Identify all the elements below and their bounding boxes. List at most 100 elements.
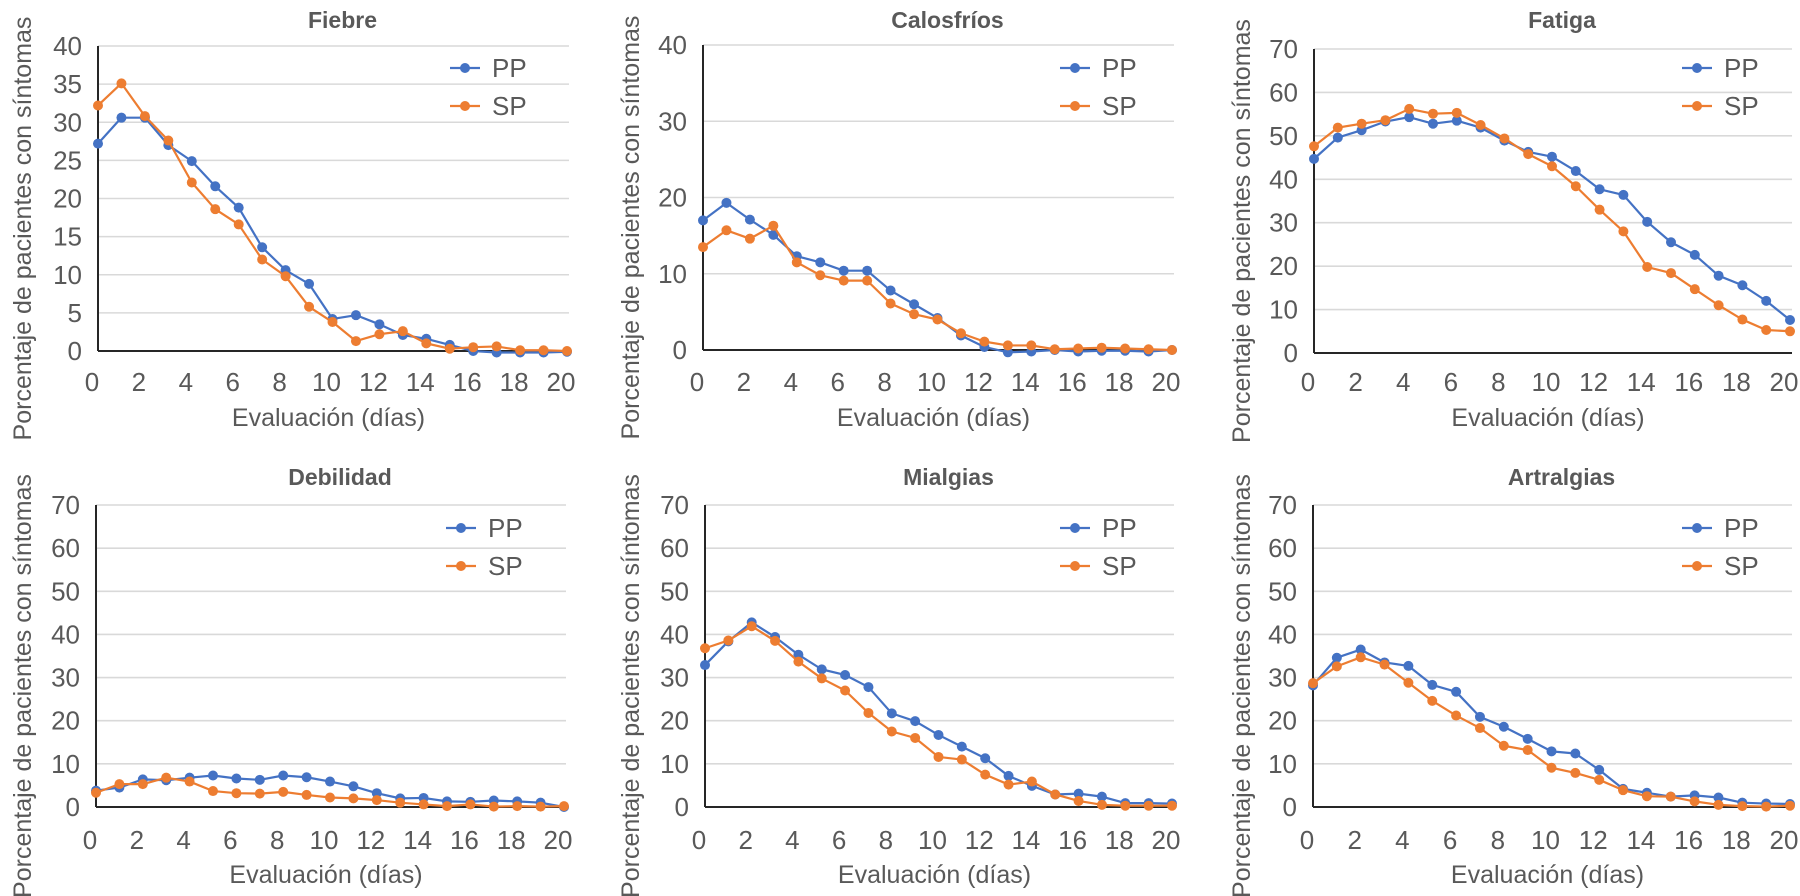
x-tick-label: 6 [1444, 367, 1458, 397]
data-point [1309, 141, 1319, 152]
series-line [702, 224, 1173, 352]
legend-item-pp: PP [450, 53, 527, 83]
data-point [1474, 711, 1485, 722]
y-tick-label: 40 [1268, 619, 1297, 649]
data-point [744, 214, 755, 225]
y-tick-label: 20 [658, 183, 687, 213]
series-sp [91, 772, 569, 812]
y-tick-label: 5 [68, 298, 82, 328]
data-point [442, 801, 452, 812]
y-tick-label: 60 [1269, 77, 1298, 107]
x-tick-label: 4 [176, 825, 190, 855]
legend-label: PP [1102, 513, 1137, 543]
legend-marker [1692, 523, 1702, 533]
legend-item-sp: SP [1060, 551, 1137, 581]
data-point [862, 275, 873, 286]
x-tick-label: 14 [403, 825, 432, 855]
data-point [1618, 189, 1629, 200]
data-point [1451, 686, 1462, 697]
y-tick-label: 50 [660, 576, 689, 606]
data-point [254, 788, 265, 799]
data-point [744, 233, 755, 244]
x-tick-label: 10 [310, 825, 339, 855]
legend-marker [1692, 561, 1702, 571]
y-tick-label: 10 [1269, 295, 1298, 325]
x-tick-label: 0 [1300, 825, 1314, 855]
data-point [1073, 343, 1084, 354]
x-tick-label: 16 [1674, 825, 1703, 855]
x-axis-label: Evaluación (días) [837, 404, 1030, 432]
data-point [933, 729, 944, 740]
data-point [1143, 800, 1154, 811]
data-point [1120, 343, 1131, 354]
data-point [186, 156, 197, 167]
data-point [1002, 347, 1013, 358]
data-point [327, 317, 338, 328]
data-point [979, 336, 990, 347]
data-point [721, 225, 732, 236]
y-tick-label: 70 [660, 490, 689, 520]
data-point [886, 726, 897, 737]
data-point [1570, 767, 1581, 778]
y-tick-label: 20 [1269, 251, 1298, 281]
data-point [278, 786, 289, 797]
legend-label: SP [492, 91, 527, 121]
x-tick-label: 12 [359, 367, 388, 397]
data-point [700, 660, 710, 671]
x-tick-label: 18 [1722, 825, 1751, 855]
x-tick-label: 2 [130, 825, 144, 855]
data-point [698, 215, 708, 226]
data-point [1120, 800, 1131, 811]
x-tick-label: 18 [1105, 825, 1134, 855]
legend-item-pp: PP [1682, 513, 1759, 543]
chart-title: Mialgias [903, 464, 994, 490]
legend-marker [460, 63, 470, 73]
data-point [1026, 776, 1037, 787]
data-point [1073, 795, 1084, 806]
data-point [1713, 799, 1724, 810]
data-point [793, 649, 804, 660]
data-point [1003, 770, 1014, 781]
x-tick-label: 14 [1626, 825, 1655, 855]
legend-item-pp: PP [1060, 53, 1137, 83]
chart-fatiga: 0 10 20 30 40 50 60 70 0 2 4 6 8 10 12 14 16 18 20 Fatiga Ev… [1228, 7, 1798, 443]
data-point [304, 301, 315, 312]
x-tick-label: 4 [179, 367, 193, 397]
data-point [698, 242, 708, 253]
data-point [1355, 644, 1366, 655]
legend-item-sp: SP [1060, 91, 1137, 121]
legend-item-sp: SP [450, 91, 527, 121]
x-tick-label: 4 [784, 367, 798, 397]
series-sp [700, 621, 1177, 811]
chart-title: Artralgias [1508, 464, 1615, 490]
x-tick-label: 4 [1395, 825, 1409, 855]
y-axis-label: Porcentaje de pacientes con síntomas [617, 474, 645, 896]
data-point [886, 708, 897, 719]
data-point [791, 257, 802, 268]
data-point [184, 776, 195, 787]
data-point [1356, 118, 1367, 129]
data-point [1096, 799, 1107, 810]
data-point [1761, 801, 1772, 812]
data-point [910, 732, 921, 743]
data-point [1143, 344, 1154, 355]
y-tick-label: 30 [1268, 663, 1297, 693]
x-tick-label: 8 [877, 367, 891, 397]
data-point [1547, 161, 1557, 172]
legend-label: PP [1102, 53, 1137, 83]
data-point [863, 707, 874, 718]
data-point [562, 346, 572, 356]
chart-artralgias: 0 10 20 30 40 50 60 70 0 2 4 6 8 10 12 14 16 18 20 Artralgi… [1228, 464, 1798, 896]
x-tick-label: 8 [1491, 367, 1505, 397]
data-point [301, 772, 312, 783]
data-point [395, 797, 406, 808]
x-tick-label: 10 [918, 825, 947, 855]
x-tick-label: 20 [1152, 825, 1181, 855]
x-tick-label: 16 [453, 367, 482, 397]
data-point [1522, 733, 1533, 744]
x-tick-label: 20 [1770, 367, 1799, 397]
x-tick-label: 14 [1011, 825, 1040, 855]
y-tick-label: 25 [53, 145, 82, 175]
data-point [1666, 268, 1676, 279]
x-tick-label: 20 [547, 367, 576, 397]
